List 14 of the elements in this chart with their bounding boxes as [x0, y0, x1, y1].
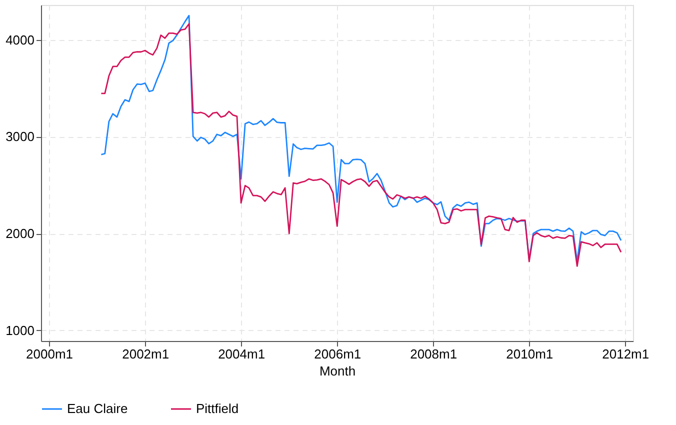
legend-label: Pittfield: [196, 401, 239, 416]
x-tick-label: 2004m1: [218, 346, 266, 362]
x-tick-label: 2010m1: [506, 346, 554, 362]
x-tick-label: 2008m1: [410, 346, 458, 362]
x-tick-label: 2006m1: [314, 346, 362, 362]
x-axis-title: Month: [319, 364, 356, 378]
y-tick-label: 4000: [6, 32, 34, 48]
y-tick-label: 2000: [6, 226, 34, 242]
legend-label: Eau Claire: [67, 401, 128, 416]
x-tick-label: 2000m1: [26, 346, 74, 362]
y-tick-label: 3000: [6, 129, 34, 144]
x-tick-label: 2012m1: [602, 346, 650, 362]
y-tick-label: 1000: [6, 322, 34, 338]
x-tick-label: 2002m1: [122, 346, 170, 362]
